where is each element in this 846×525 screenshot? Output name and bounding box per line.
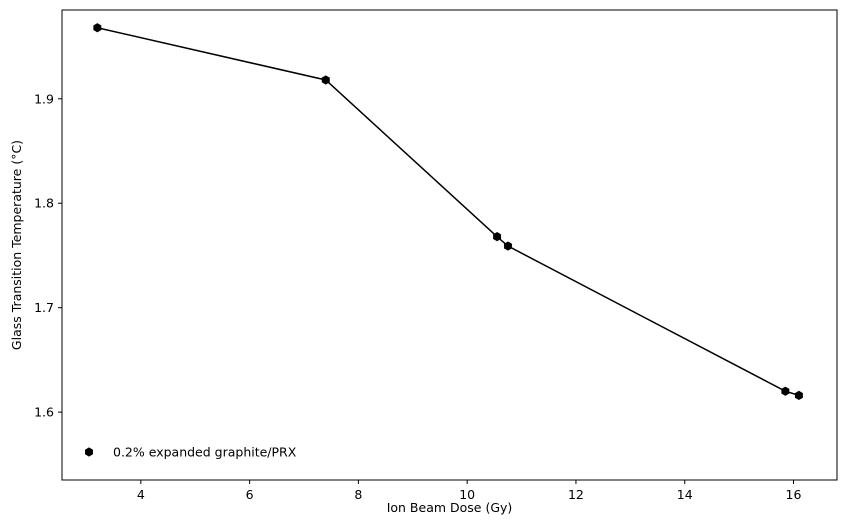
x-tick-label: 8 xyxy=(354,487,362,502)
x-tick-label: 4 xyxy=(137,487,145,502)
data-point xyxy=(794,390,803,400)
data-point xyxy=(503,241,512,251)
x-tick-label: 16 xyxy=(786,487,802,502)
x-tick-label: 6 xyxy=(246,487,254,502)
plot-background xyxy=(62,10,837,480)
y-axis-title: Glass Transition Temperature (°C) xyxy=(9,140,24,350)
x-tick-label: 12 xyxy=(568,487,584,502)
legend-label: 0.2% expanded graphite/PRX xyxy=(113,445,297,460)
data-point xyxy=(781,386,790,396)
plot-layer xyxy=(93,23,803,400)
ticks-layer: 4 6 8 10 12 14 16 1.6 1.7 1.8 1.9 xyxy=(34,91,801,502)
y-tick-label: 1.6 xyxy=(34,405,54,420)
data-point xyxy=(321,75,330,85)
data-point xyxy=(493,232,502,242)
data-point xyxy=(93,23,102,33)
x-axis-title: Ion Beam Dose (Gy) xyxy=(387,500,513,515)
x-tick-label: 10 xyxy=(459,487,475,502)
legend: 0.2% expanded graphite/PRX xyxy=(85,445,297,460)
y-tick-label: 1.9 xyxy=(34,91,54,106)
y-tick-label: 1.7 xyxy=(34,300,54,315)
plot-frame xyxy=(61,9,838,481)
legend-marker xyxy=(85,447,93,457)
y-tick-label: 1.8 xyxy=(34,196,54,211)
x-tick-label: 14 xyxy=(677,487,693,502)
